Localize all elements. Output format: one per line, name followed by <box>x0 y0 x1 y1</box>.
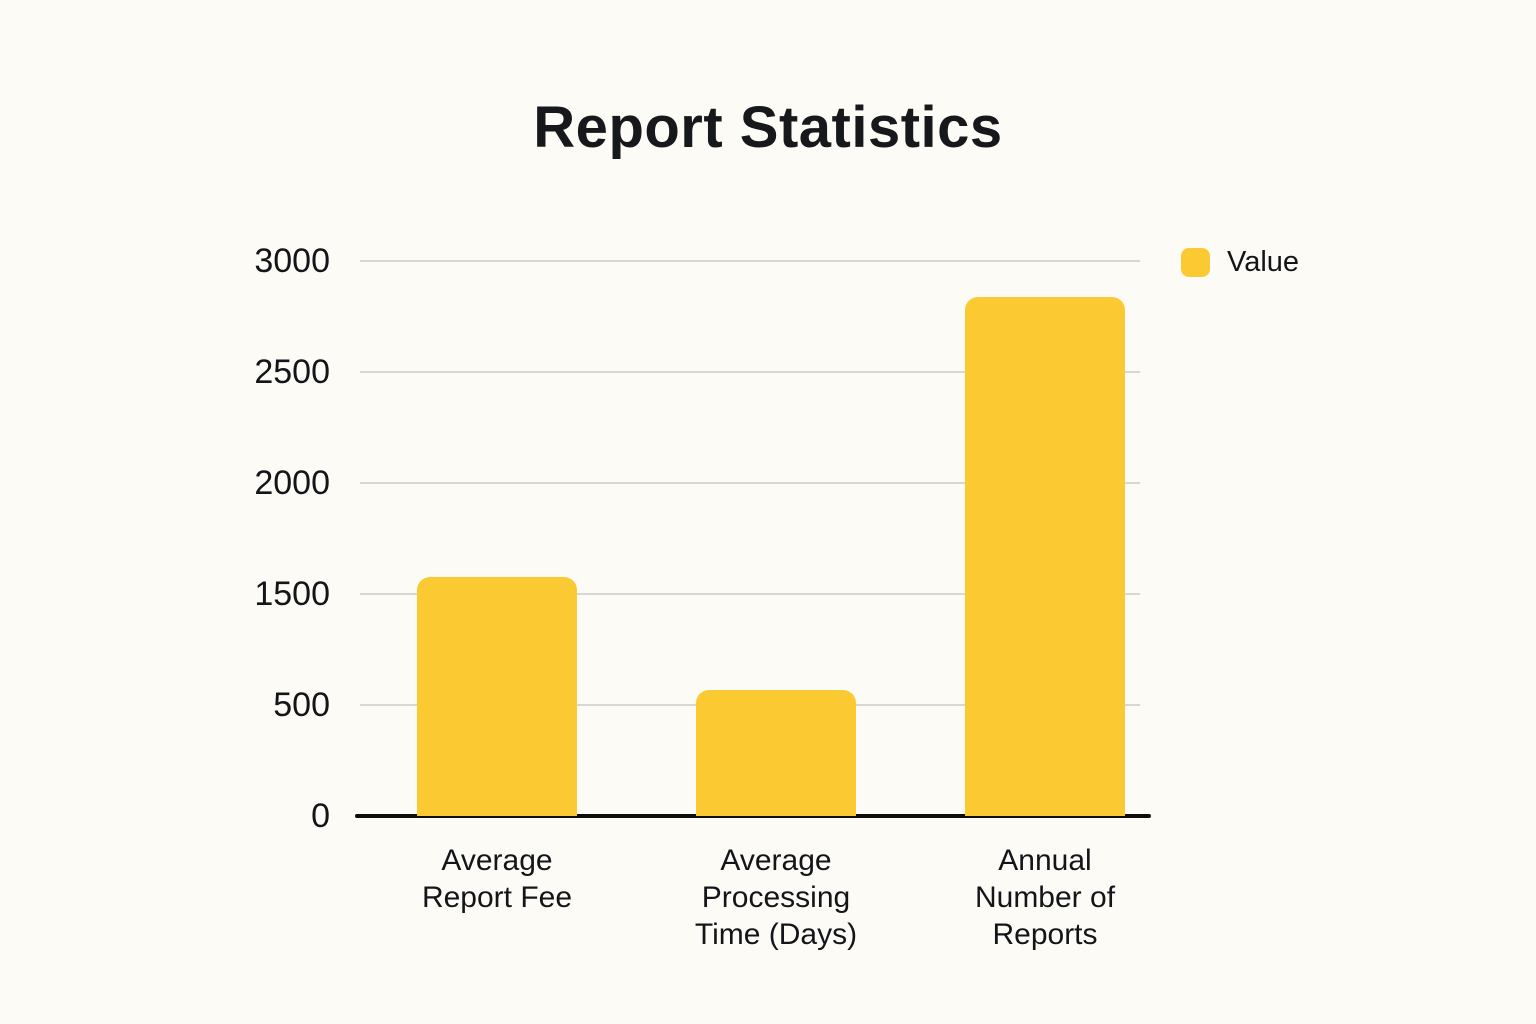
legend-swatch-icon <box>1181 248 1210 277</box>
bar-1 <box>417 577 577 816</box>
bar-2 <box>696 690 856 816</box>
plot-area: 3000 2500 2000 1500 500 0 Average Report Fee Ave… <box>254 242 1151 951</box>
y-axis-tick-label: 500 <box>273 686 330 724</box>
gridline <box>360 482 1140 484</box>
gridline <box>360 371 1140 373</box>
y-axis-tick-label: 2500 <box>254 353 330 391</box>
x-axis-category-label-line: Time (Days) <box>694 918 858 951</box>
x-axis-category-label-line: Annual <box>998 844 1092 877</box>
x-axis-category-label: Average Report Fee <box>347 842 647 916</box>
y-axis-tick-label: 1500 <box>254 575 330 613</box>
x-axis-line <box>355 814 1151 818</box>
x-axis-category-label-line: Average <box>441 844 553 877</box>
gridline <box>360 260 1140 262</box>
y-axis-tick-label: 3000 <box>254 242 330 280</box>
x-axis-category-label-line: Processing <box>701 881 851 914</box>
y-axis-tick-label: 0 <box>311 797 330 835</box>
x-axis-category-label-line: Average <box>720 844 832 877</box>
x-axis-category-label-line: Number of <box>974 881 1116 914</box>
bar-3 <box>965 297 1125 816</box>
y-axis-tick-label: 2000 <box>254 464 330 502</box>
chart-legend: Value <box>1181 246 1299 279</box>
x-axis-category-label-line: Report Fee <box>421 881 573 914</box>
x-axis-category-label: Average Processing Time (Days) <box>626 842 926 953</box>
x-axis-category-label-line: Reports <box>992 918 1098 951</box>
legend-label: Value <box>1227 246 1300 278</box>
gridline <box>360 593 1140 595</box>
x-axis-category-label: Annual Number of Reports <box>895 842 1195 953</box>
chart-title: Report Statistics <box>533 95 1003 160</box>
